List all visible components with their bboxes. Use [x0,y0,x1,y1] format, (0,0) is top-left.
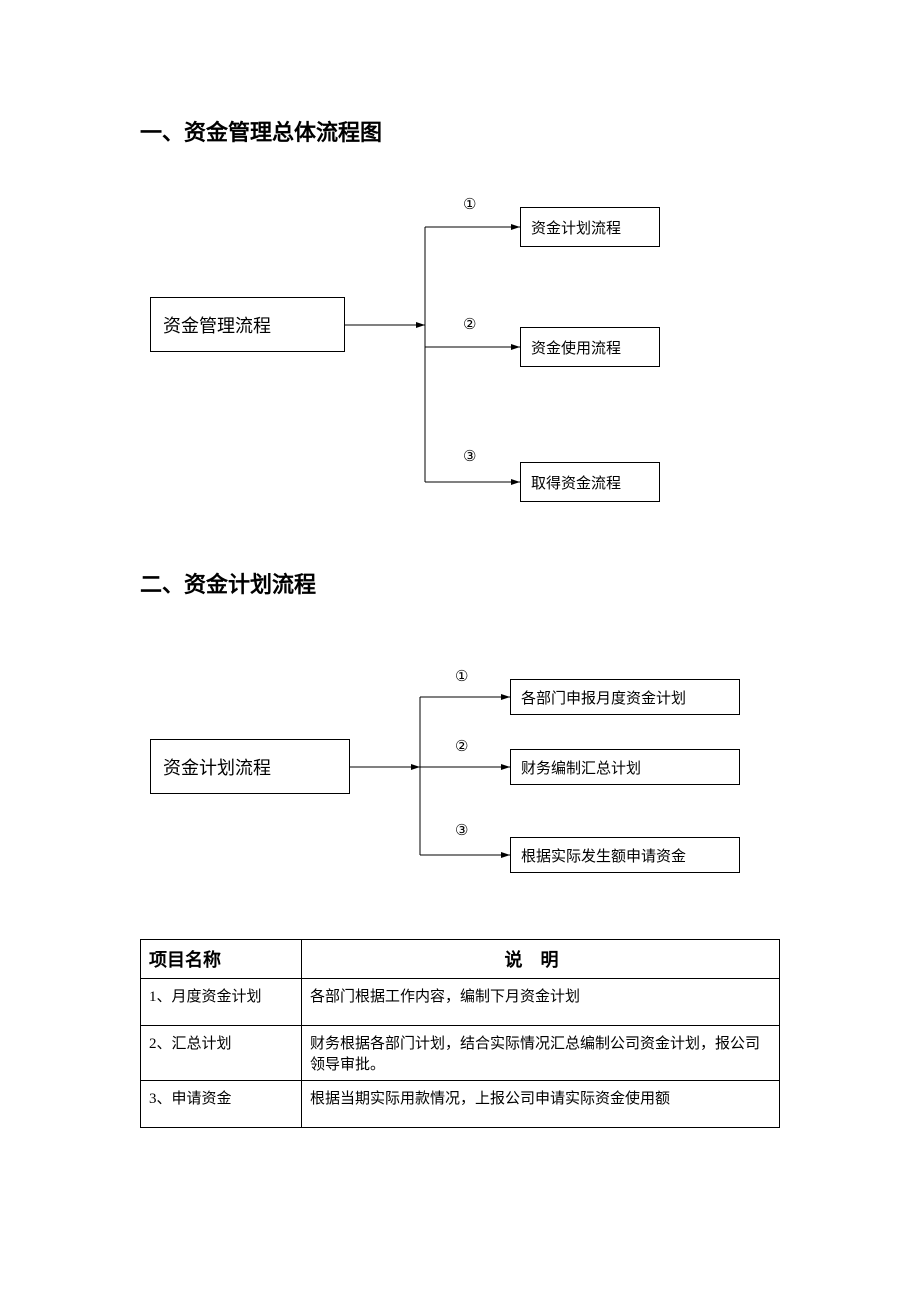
table-header-name: 项目名称 [141,940,302,979]
flowchart-2: 资金计划流程 ① 各部门申报月度资金计划 ② 财务编制汇总计划 ③ 根据实际发生… [150,659,790,889]
table-header-desc: 说明 [302,940,780,979]
flow2-branch-2: 财务编制汇总计划 [510,749,740,785]
flow1-branch-3: 取得资金流程 [520,462,660,502]
flow2-root-label: 资金计划流程 [163,754,271,780]
flow1-branch-2-text: 资金使用流程 [531,337,621,358]
flow1-branch-1-text: 资金计划流程 [531,217,621,238]
flow1-label-1: ① [463,195,476,214]
flow2-root-box: 资金计划流程 [150,739,350,794]
table-cell-name: 1、月度资金计划 [141,979,302,1026]
flow2-branch-3: 根据实际发生额申请资金 [510,837,740,873]
flow1-branch-3-text: 取得资金流程 [531,472,621,493]
flow2-label-3: ③ [455,821,468,840]
flow2-branch-2-text: 财务编制汇总计划 [521,757,641,778]
table-cell-desc: 各部门根据工作内容，编制下月资金计划 [302,979,780,1026]
flowchart-1: 资金管理流程 ① 资金计划流程 ② 资金使用流程 ③ 取得资金流程 [150,197,790,527]
flow2-label-2: ② [455,737,468,756]
flow1-root-label: 资金管理流程 [163,312,271,338]
flow1-branch-1: 资金计划流程 [520,207,660,247]
table-row: 1、月度资金计划 各部门根据工作内容，编制下月资金计划 [141,979,780,1026]
table-header-row: 项目名称 说明 [141,940,780,979]
flow1-label-2: ② [463,315,476,334]
flow1-branch-2: 资金使用流程 [520,327,660,367]
flow2-branch-1: 各部门申报月度资金计划 [510,679,740,715]
table-row: 2、汇总计划 财务根据各部门计划，结合实际情况汇总编制公司资金计划，报公司领导审… [141,1026,780,1081]
description-table: 项目名称 说明 1、月度资金计划 各部门根据工作内容，编制下月资金计划 2、汇总… [140,939,780,1128]
flow2-label-1: ① [455,667,468,686]
heading-1: 一、资金管理总体流程图 [140,115,790,147]
flow2-branch-1-text: 各部门申报月度资金计划 [521,687,686,708]
table-row: 3、申请资金 根据当期实际用款情况，上报公司申请实际资金使用额 [141,1081,780,1128]
table-cell-desc: 财务根据各部门计划，结合实际情况汇总编制公司资金计划，报公司领导审批。 [302,1026,780,1081]
table-cell-name: 2、汇总计划 [141,1026,302,1081]
heading-2: 二、资金计划流程 [140,567,790,599]
table-cell-desc: 根据当期实际用款情况，上报公司申请实际资金使用额 [302,1081,780,1128]
flow1-label-3: ③ [463,447,476,466]
table-cell-name: 3、申请资金 [141,1081,302,1128]
flow1-lines [150,197,790,527]
flow1-root-box: 资金管理流程 [150,297,345,352]
flow2-branch-3-text: 根据实际发生额申请资金 [521,845,686,866]
